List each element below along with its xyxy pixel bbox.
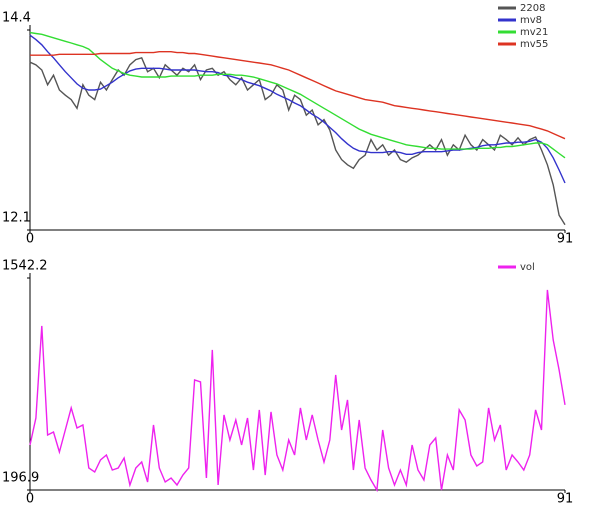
x-tick-label: 91 bbox=[557, 232, 574, 247]
y-tick-label: 1542.2 bbox=[2, 259, 48, 274]
x-tick-label: 91 bbox=[557, 492, 574, 507]
legend-label: mv55 bbox=[520, 39, 548, 50]
series-line bbox=[29, 289, 566, 493]
legend-label: 2208 bbox=[520, 3, 545, 14]
y-tick-label: 14.4 bbox=[2, 11, 31, 26]
series-line bbox=[29, 34, 566, 184]
x-tick-label: 0 bbox=[26, 492, 34, 507]
legend-label: mv21 bbox=[520, 27, 548, 38]
series-line bbox=[30, 51, 566, 140]
x-tick-label: 0 bbox=[26, 232, 34, 247]
y-tick-label: 196.9 bbox=[2, 471, 39, 486]
series-line bbox=[29, 31, 566, 159]
legend-label: mv8 bbox=[520, 15, 542, 26]
y-tick-label: 12.1 bbox=[2, 211, 31, 226]
legend-label: vol bbox=[520, 262, 535, 273]
